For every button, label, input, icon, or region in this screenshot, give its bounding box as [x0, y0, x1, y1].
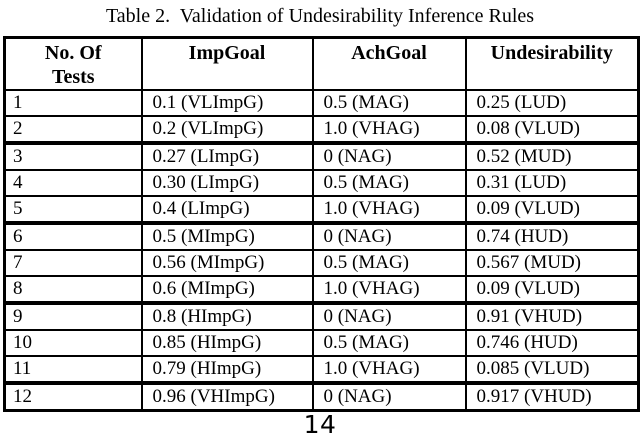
cell-undesirability: 0.25 (LUD) [464, 89, 640, 117]
cell-test-no: 12 [3, 382, 143, 412]
cell-impgoal: 0.30 (LImpG) [140, 169, 314, 197]
cell-test-no: 11 [3, 355, 143, 385]
cell-achgoal: 0.5 (MAG) [311, 249, 467, 277]
table-row: 10 0.85 (HImpG) 0.5 (MAG) 0.746 (HUD) [3, 329, 640, 357]
cell-achgoal: 0.5 (MAG) [311, 169, 467, 197]
cell-impgoal: 0.85 (HImpG) [140, 329, 314, 357]
cell-impgoal: 0.79 (HImpG) [140, 355, 314, 385]
table-row: 7 0.56 (MImpG) 0.5 (MAG) 0.567 (MUD) [3, 249, 640, 277]
cell-undesirability: 0.31 (LUD) [464, 169, 640, 197]
cell-impgoal: 0.27 (LImpG) [140, 142, 314, 171]
header-achgoal: AchGoal [311, 36, 467, 91]
cell-impgoal: 0.1 (VLImpG) [140, 89, 314, 117]
cell-test-no: 1 [3, 89, 143, 117]
cell-undesirability: 0.567 (MUD) [464, 249, 640, 277]
table-row: 2 0.2 (VLImpG) 1.0 (VHAG) 0.08 (VLUD) [3, 115, 640, 145]
cell-undesirability: 0.746 (HUD) [464, 329, 640, 357]
table-header: No. Of Tests ImpGoal AchGoal Undesirabil… [3, 36, 640, 91]
table-row: 12 0.96 (VHImpG) 0 (NAG) 0.917 (VHUD) [3, 382, 640, 412]
cell-achgoal: 0 (NAG) [311, 382, 467, 412]
cell-impgoal: 0.8 (HImpG) [140, 302, 314, 331]
cell-test-no: 10 [3, 329, 143, 357]
cell-test-no: 9 [3, 302, 143, 331]
cell-undesirability: 0.09 (VLUD) [464, 275, 640, 305]
header-row: No. Of Tests ImpGoal AchGoal Undesirabil… [3, 36, 640, 91]
cell-test-no: 4 [3, 169, 143, 197]
table-row: 3 0.27 (LImpG) 0 (NAG) 0.52 (MUD) [3, 142, 640, 171]
validation-table: No. Of Tests ImpGoal AchGoal Undesirabil… [3, 36, 640, 412]
header-undesirability: Undesirability [464, 36, 640, 91]
header-no-of-tests-line2: Tests [51, 66, 95, 88]
cell-impgoal: 0.6 (MImpG) [140, 275, 314, 305]
cell-achgoal: 1.0 (VHAG) [311, 355, 467, 385]
cell-achgoal: 0 (NAG) [311, 222, 467, 251]
table-row: 9 0.8 (HImpG) 0 (NAG) 0.91 (VHUD) [3, 302, 640, 331]
cell-impgoal: 0.4 (LImpG) [140, 195, 314, 225]
cell-undesirability: 0.74 (HUD) [464, 222, 640, 251]
cell-undesirability: 0.52 (MUD) [464, 142, 640, 171]
table-row: 1 0.1 (VLImpG) 0.5 (MAG) 0.25 (LUD) [3, 89, 640, 117]
cell-impgoal: 0.2 (VLImpG) [140, 115, 314, 145]
cell-impgoal: 0.56 (MImpG) [140, 249, 314, 277]
cell-test-no: 6 [3, 222, 143, 251]
header-no-of-tests-line1: No. Of [44, 42, 102, 64]
cell-achgoal: 1.0 (VHAG) [311, 275, 467, 305]
header-impgoal: ImpGoal [140, 36, 314, 91]
cell-achgoal: 0 (NAG) [311, 302, 467, 331]
cell-impgoal: 0.96 (VHImpG) [140, 382, 314, 412]
cell-test-no: 3 [3, 142, 143, 171]
cell-achgoal: 1.0 (VHAG) [311, 115, 467, 145]
cell-test-no: 2 [3, 115, 143, 145]
header-no-of-tests: No. Of Tests [3, 36, 143, 91]
cell-test-no: 8 [3, 275, 143, 305]
cell-achgoal: 0 (NAG) [311, 142, 467, 171]
table-row: 6 0.5 (MImpG) 0 (NAG) 0.74 (HUD) [3, 222, 640, 251]
cell-impgoal: 0.5 (MImpG) [140, 222, 314, 251]
table-caption: Table 2. Validation of Undesirability In… [105, 5, 535, 27]
cell-undesirability: 0.08 (VLUD) [464, 115, 640, 145]
table-row: 5 0.4 (LImpG) 1.0 (VHAG) 0.09 (VLUD) [3, 195, 640, 225]
cell-achgoal: 1.0 (VHAG) [311, 195, 467, 225]
table-row: 11 0.79 (HImpG) 1.0 (VHAG) 0.085 (VLUD) [3, 355, 640, 385]
cell-undesirability: 0.085 (VLUD) [464, 355, 640, 385]
cell-undesirability: 0.917 (VHUD) [464, 382, 640, 412]
cell-achgoal: 0.5 (MAG) [311, 89, 467, 117]
cell-test-no: 5 [3, 195, 143, 225]
cell-achgoal: 0.5 (MAG) [311, 329, 467, 357]
cell-test-no: 7 [3, 249, 143, 277]
table-row: 4 0.30 (LImpG) 0.5 (MAG) 0.31 (LUD) [3, 169, 640, 197]
cell-undesirability: 0.09 (VLUD) [464, 195, 640, 225]
table-row: 8 0.6 (MImpG) 1.0 (VHAG) 0.09 (VLUD) [3, 275, 640, 305]
cell-undesirability: 0.91 (VHUD) [464, 302, 640, 331]
table-body: 1 0.1 (VLImpG) 0.5 (MAG) 0.25 (LUD) 2 0.… [3, 89, 640, 412]
page-number: 14 [303, 410, 337, 439]
